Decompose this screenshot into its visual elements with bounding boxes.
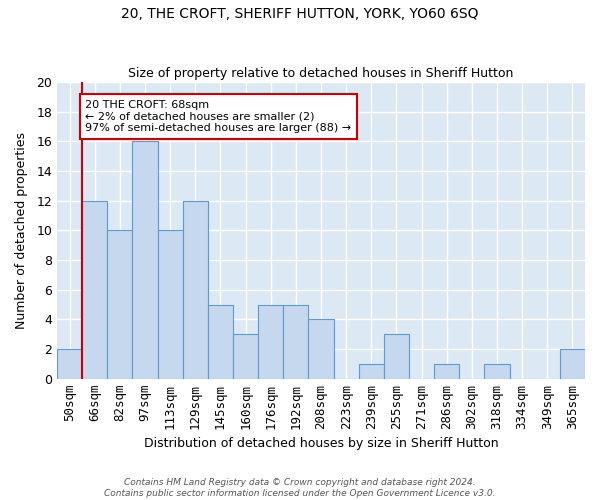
Title: Size of property relative to detached houses in Sheriff Hutton: Size of property relative to detached ho… xyxy=(128,66,514,80)
Bar xyxy=(107,230,133,379)
Bar xyxy=(57,349,82,379)
X-axis label: Distribution of detached houses by size in Sheriff Hutton: Distribution of detached houses by size … xyxy=(144,437,499,450)
Text: Contains HM Land Registry data © Crown copyright and database right 2024.
Contai: Contains HM Land Registry data © Crown c… xyxy=(104,478,496,498)
Bar xyxy=(434,364,460,379)
Bar xyxy=(308,320,334,379)
Text: 20, THE CROFT, SHERIFF HUTTON, YORK, YO60 6SQ: 20, THE CROFT, SHERIFF HUTTON, YORK, YO6… xyxy=(121,8,479,22)
Bar xyxy=(82,201,107,379)
Bar xyxy=(283,304,308,379)
Y-axis label: Number of detached properties: Number of detached properties xyxy=(15,132,28,329)
Bar xyxy=(158,230,183,379)
Bar xyxy=(258,304,283,379)
Bar xyxy=(384,334,409,379)
Bar xyxy=(133,142,158,379)
Text: 20 THE CROFT: 68sqm
← 2% of detached houses are smaller (2)
97% of semi-detached: 20 THE CROFT: 68sqm ← 2% of detached hou… xyxy=(85,100,352,133)
Bar xyxy=(359,364,384,379)
Bar xyxy=(233,334,258,379)
Bar xyxy=(208,304,233,379)
Bar xyxy=(560,349,585,379)
Bar xyxy=(484,364,509,379)
Bar xyxy=(183,201,208,379)
